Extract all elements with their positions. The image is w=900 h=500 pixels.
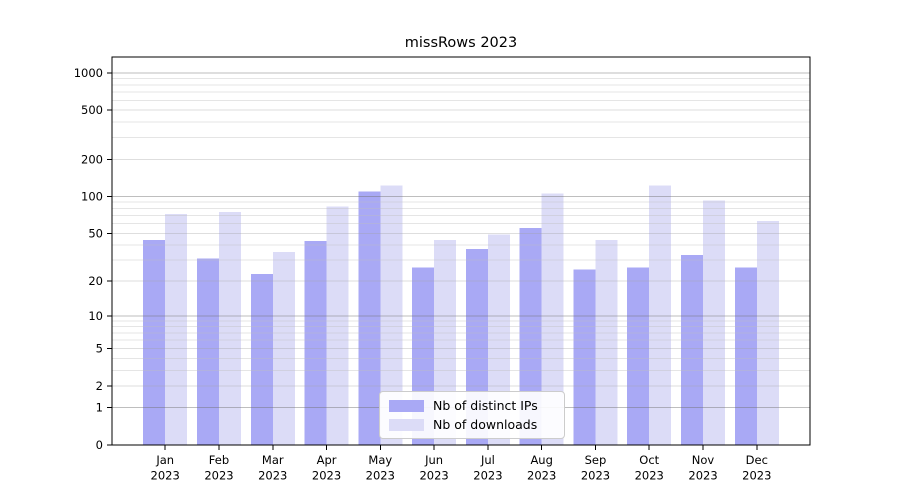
legend: Nb of distinct IPs Nb of downloads	[379, 391, 565, 439]
x-tick-label: Jun 2023	[419, 453, 448, 483]
x-tick-label: Sep 2023	[581, 453, 610, 483]
y-tick-label: 1000	[74, 66, 103, 80]
x-tick-label: Dec 2023	[742, 453, 771, 483]
x-axis: Jan 2023 Feb 2023 Mar 2023 Apr 2023 May 2023 Jun 20…	[151, 445, 771, 483]
bar-distinct-ips	[250, 273, 273, 445]
bar-distinct-ips	[681, 255, 704, 445]
y-tick-label: 500	[81, 103, 103, 117]
x-tick-label: Oct 2023	[635, 453, 664, 483]
y-tick-label: 20	[88, 274, 103, 288]
legend-swatch-distinct-ips	[389, 399, 424, 412]
bar-distinct-ips	[627, 267, 650, 445]
x-tick-label: Mar 2023	[258, 453, 287, 483]
bar-downloads	[272, 252, 295, 445]
bar-downloads	[703, 200, 726, 445]
y-axis: 0 1 2 5 10 20 50 100 200 500 1000	[74, 66, 112, 452]
bar-distinct-ips	[196, 258, 219, 445]
x-tick-label: Nov 2023	[688, 453, 717, 483]
legend-item-distinct-ips: Nb of distinct IPs	[389, 398, 554, 413]
x-tick-label: May 2023	[366, 453, 395, 483]
legend-item-downloads: Nb of downloads	[389, 417, 554, 432]
bar-downloads	[649, 185, 672, 446]
y-tick-label: 1	[96, 401, 103, 415]
bar-downloads	[165, 213, 188, 445]
bar-downloads	[756, 221, 779, 445]
y-tick-label: 100	[81, 189, 103, 203]
legend-label-distinct-ips: Nb of distinct IPs	[433, 398, 538, 413]
x-tick-label: Apr 2023	[312, 453, 341, 483]
bar-downloads	[218, 211, 241, 445]
y-tick-label: 10	[88, 309, 103, 323]
bar-downloads	[326, 206, 349, 445]
y-tick-label: 2	[96, 379, 103, 393]
bar-distinct-ips	[358, 191, 381, 445]
bar-downloads	[595, 239, 618, 445]
chart-title: missRows 2023	[404, 35, 518, 51]
y-tick-label: 200	[81, 152, 103, 166]
legend-swatch-downloads	[389, 418, 424, 431]
y-tick-label: 50	[88, 226, 103, 240]
x-tick-label: Jan 2023	[151, 453, 180, 483]
bars-downloads	[165, 185, 779, 446]
minor-gridlines	[112, 78, 810, 371]
x-tick-label: Feb 2023	[204, 453, 233, 483]
plot-border	[111, 56, 811, 446]
x-tick-label: Aug 2023	[527, 453, 556, 483]
bar-distinct-ips	[304, 241, 327, 445]
bar-distinct-ips	[519, 228, 542, 445]
y-tick-label: 5	[96, 342, 103, 356]
bar-distinct-ips	[143, 239, 166, 445]
y-tick-label: 0	[96, 438, 103, 452]
x-tick-label: Jul 2023	[473, 453, 502, 483]
bar-distinct-ips	[734, 267, 757, 445]
bar-downloads	[380, 185, 403, 446]
bar-distinct-ips	[573, 269, 596, 445]
bar-downloads	[541, 193, 564, 445]
legend-label-downloads: Nb of downloads	[433, 417, 538, 432]
